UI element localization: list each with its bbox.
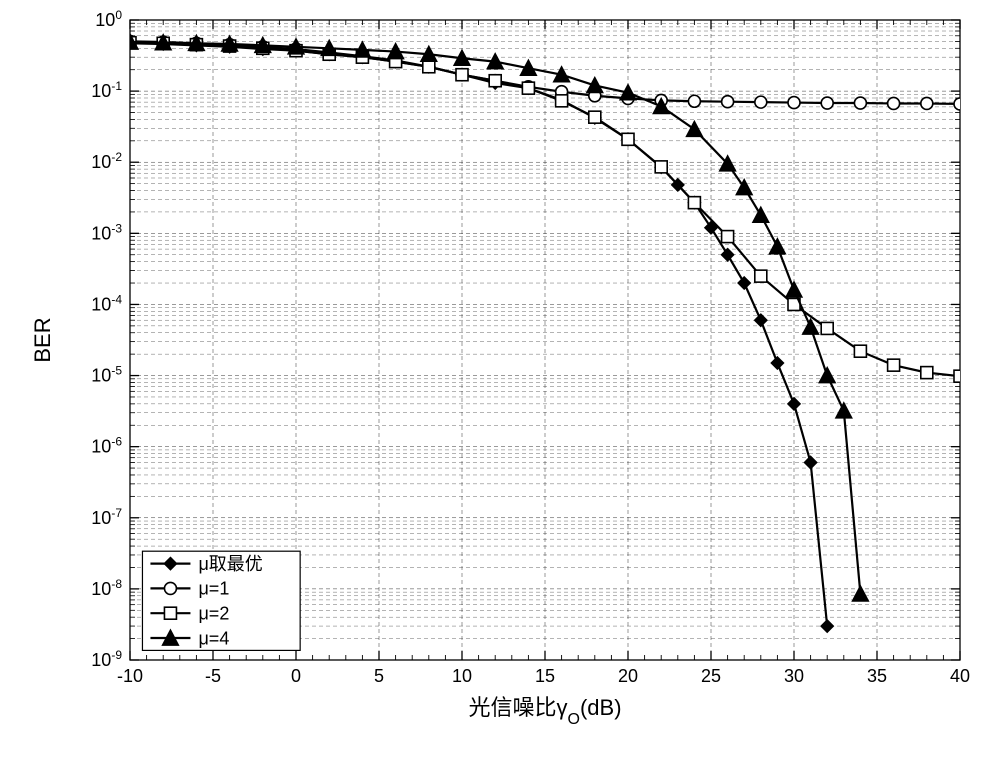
- y-tick-label: 10-4: [91, 292, 122, 314]
- x-tick-label: 20: [618, 666, 638, 686]
- legend-item-label: μ=2: [198, 604, 229, 624]
- y-tick-label: 10-8: [91, 577, 122, 599]
- x-tick-label: 5: [374, 666, 384, 686]
- x-tick-label: 15: [535, 666, 555, 686]
- x-tick-label: -10: [117, 666, 143, 686]
- y-tick-label: 10-6: [91, 435, 122, 457]
- y-tick-label: 10-1: [91, 79, 122, 101]
- y-tick-label: 10-3: [91, 221, 122, 243]
- legend: μ取最优 μ=1 μ=2 μ=4: [142, 551, 300, 650]
- y-tick-label: 100: [95, 8, 122, 30]
- x-tick-label: 40: [950, 666, 970, 686]
- x-axis-label: 光信噪比γO(dB): [468, 695, 621, 728]
- legend-item-label: μ=4: [198, 628, 229, 648]
- x-tick-label: 30: [784, 666, 804, 686]
- y-tick-label: 10-5: [91, 364, 122, 386]
- x-tick-label: 10: [452, 666, 472, 686]
- y-tick-label: 10-2: [91, 150, 122, 172]
- x-tick-label: -5: [205, 666, 221, 686]
- chart-svg: -10 -5 0 5 10 15 20 25 30 35 40 100 10-1 10-2 10-3 10-4…: [0, 0, 1000, 757]
- chart-container: -10 -5 0 5 10 15 20 25 30 35 40 100 10-1 10-2 10-3 10-4…: [0, 0, 1000, 757]
- legend-item-label: μ=1: [198, 579, 229, 599]
- y-tick-label: 10-7: [91, 506, 122, 528]
- x-tick-label: 25: [701, 666, 721, 686]
- x-tick-label: 35: [867, 666, 887, 686]
- legend-item-label: μ取最优: [198, 554, 262, 574]
- x-tick-label: 0: [291, 666, 301, 686]
- y-axis-label: BER: [30, 317, 55, 362]
